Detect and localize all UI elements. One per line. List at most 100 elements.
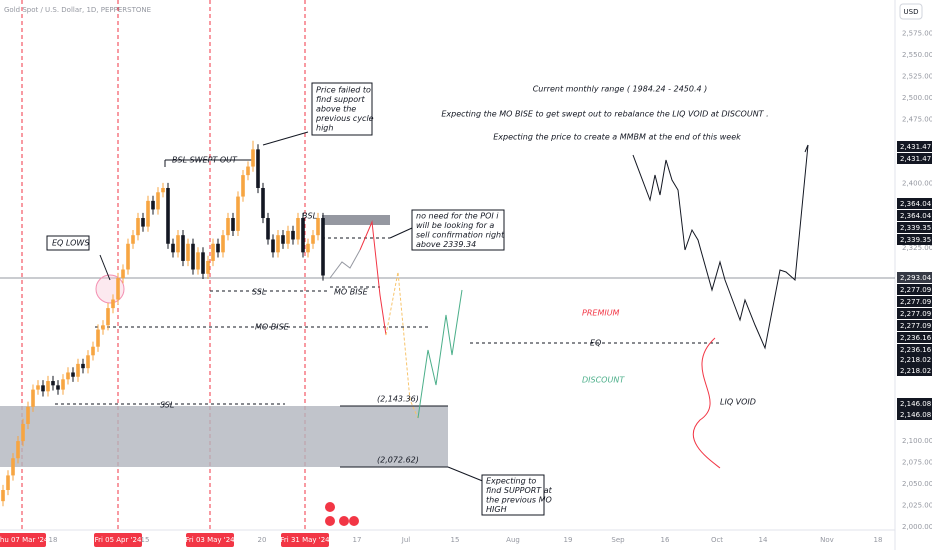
candle-body — [96, 329, 100, 347]
price-tick-label: 2,550.00 — [902, 51, 932, 59]
price-tick-label: 2,575.00 — [902, 30, 932, 38]
level-label: 2,431.47 — [900, 155, 931, 163]
candle-body — [191, 243, 195, 270]
candle-body — [101, 325, 105, 330]
level-label-bg — [897, 332, 932, 343]
time-label: 15 — [451, 536, 460, 544]
time-label: 16 — [661, 536, 670, 544]
time-label: Fri 03 May '24 — [185, 536, 235, 544]
annotation: (2,143.36) — [377, 395, 419, 404]
candle-body — [201, 252, 205, 274]
time-label: 18 — [49, 536, 58, 544]
level-label: 2,431.47 — [900, 143, 931, 151]
level-label: 2,236.16 — [900, 346, 932, 354]
candle-body — [41, 385, 45, 392]
time-label: 20 — [258, 536, 267, 544]
level-label: 2,236.16 — [900, 334, 932, 342]
level-label: 2,277.09 — [900, 286, 931, 294]
annotation: EQ LOWS — [52, 239, 89, 248]
candle-body — [166, 187, 170, 244]
level-label-bg — [897, 222, 932, 233]
candle-body — [66, 372, 70, 380]
level-label: 2,218.02 — [900, 367, 931, 375]
annotation: DISCOUNT — [582, 376, 625, 385]
level-label: 2,277.09 — [900, 310, 931, 318]
candle-body — [266, 218, 270, 240]
candle-body — [16, 441, 20, 459]
currency-button[interactable] — [899, 3, 923, 20]
level-label-bg — [897, 398, 932, 409]
annotation: Expecting to — [486, 477, 536, 486]
time-label: Nov — [820, 536, 834, 544]
price-tick-label: 2,525.00 — [902, 72, 932, 80]
candle-body — [11, 458, 15, 476]
time-label: Sep — [611, 536, 625, 544]
candle-body — [176, 235, 180, 253]
candle-body — [296, 218, 300, 240]
candle-body — [261, 187, 265, 219]
annotation: (2,072.62) — [377, 456, 419, 465]
candle-body — [136, 218, 140, 236]
candle-body — [281, 235, 285, 244]
price-tick-label: 2,000.00 — [902, 523, 932, 531]
candle-body — [86, 355, 90, 369]
candle-body — [56, 385, 60, 390]
candle-body — [21, 423, 25, 442]
level-label: 2,218.02 — [900, 356, 931, 364]
annotation: find SUPPORT at — [486, 486, 553, 495]
event-icons — [325, 502, 359, 526]
annotation: Current monthly range ( 1984.24 - 2450.4… — [533, 85, 708, 94]
candle-body — [1, 490, 5, 502]
candle-body — [61, 379, 65, 390]
annotation: no need for the POI i — [416, 212, 499, 221]
annotation: LIQ VOID — [720, 398, 756, 407]
candle-body — [231, 218, 235, 231]
candle-body — [291, 230, 295, 240]
candle-body — [156, 192, 160, 210]
level-label: 2,293.04 — [900, 274, 932, 282]
candle-body — [181, 235, 185, 261]
currency[interactable]: USD — [904, 8, 919, 16]
candle-body — [46, 381, 50, 392]
level-label: 2,364.04 — [900, 212, 932, 220]
level-label: 2,146.08 — [900, 411, 931, 419]
price-tick-label: 2,050.00 — [902, 480, 932, 488]
annotation: above 2339.34 — [416, 240, 476, 249]
candle-body — [171, 243, 175, 253]
candle-body — [251, 149, 255, 167]
candle-body — [26, 406, 30, 424]
annotation: Expecting the price to create a MMBM at … — [493, 133, 741, 142]
time-label: 14 — [759, 536, 768, 544]
price-tick-label: 2,075.00 — [902, 459, 932, 467]
annotation: Price failed to — [316, 86, 371, 95]
time-label: 17 — [353, 536, 362, 544]
candle-body — [206, 260, 210, 274]
level-label-bg — [897, 272, 932, 283]
candle-body — [111, 299, 115, 309]
candle-body — [236, 196, 240, 231]
level-label-bg — [897, 308, 932, 319]
candle-body — [241, 175, 245, 197]
date-label-bg — [281, 533, 329, 547]
symbol: Gold Spot / U.S. Dollar, 1D, PEPPERSTONE — [4, 6, 151, 14]
price-tick-label: 2,100.00 — [902, 437, 932, 445]
candle-body — [126, 243, 130, 270]
price-tick-label: 2,400.00 — [902, 180, 932, 188]
level-label-bg — [897, 409, 932, 420]
annotation: SSL — [160, 401, 174, 410]
price-tick-label: 2,500.00 — [902, 94, 932, 102]
candle-body — [196, 252, 200, 270]
level-label-bg — [897, 320, 932, 331]
level-label-bg — [897, 284, 932, 295]
candle-body — [36, 385, 40, 390]
annotation: SSL — [252, 288, 266, 297]
level-label-bg — [897, 296, 932, 307]
candle-body — [306, 243, 310, 253]
candle-body — [186, 243, 190, 261]
level-label: 2,277.09 — [900, 322, 931, 330]
annotation: PREMIUM — [582, 309, 620, 318]
level-lines — [55, 237, 720, 405]
candle-body — [161, 187, 165, 193]
annotation: EQ — [590, 339, 601, 348]
